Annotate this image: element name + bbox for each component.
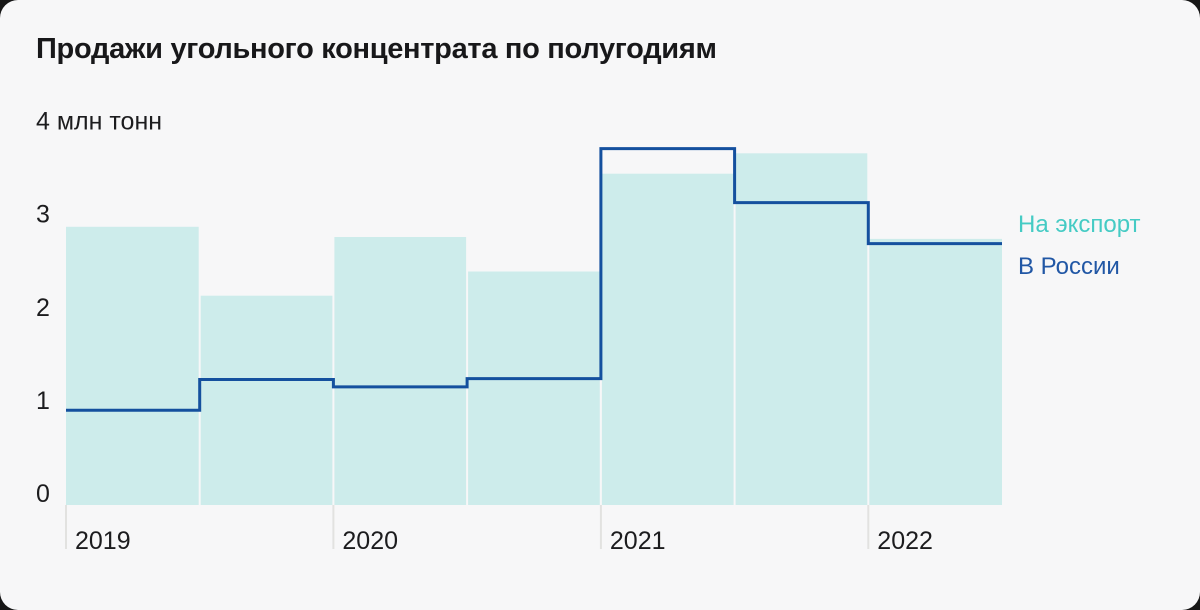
x-axis-label: 2020 [342,527,398,555]
export-bar [468,271,600,505]
russia-step-line [66,147,1002,412]
x-axis-label: 2022 [877,527,933,555]
export-bar [200,295,333,505]
export-bar [601,173,734,505]
legend-item-russia: В России [1018,253,1120,281]
export-bar [334,237,467,505]
y-axis-unit-label: 4 млн тонн [36,108,162,136]
chart-title: Продажи угольного концентрата по полугод… [36,33,717,65]
x-axis-label: 2019 [75,527,131,555]
export-bar [735,153,868,506]
legend-label-russia: В России [1018,253,1120,280]
x-axis-label: 2021 [610,527,666,555]
legend-label-export: На экспорт [1018,211,1141,238]
export-bar [66,226,199,506]
y-axis-label: 1 [36,387,50,415]
y-axis-label: 3 [36,201,50,229]
export-bar [869,238,1002,505]
y-axis-label: 2 [36,294,50,322]
legend-item-export: На экспорт [1018,211,1141,239]
y-axis-label: 0 [36,480,50,508]
